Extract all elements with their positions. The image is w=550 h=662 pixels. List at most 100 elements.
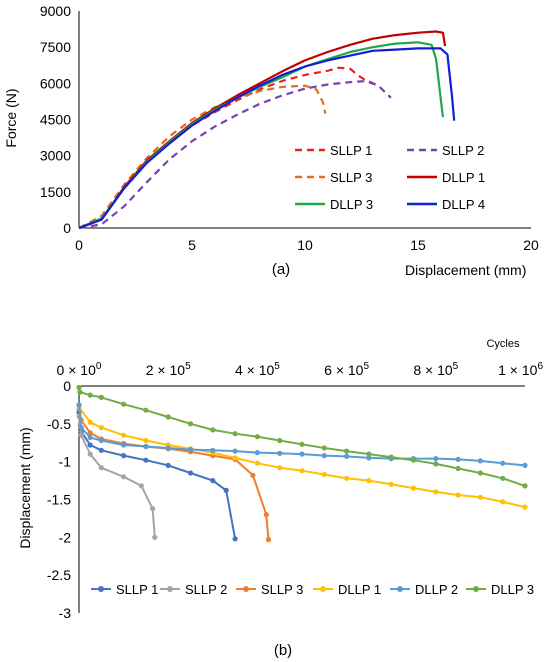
- chart-b-series-dllp-1: [76, 404, 528, 510]
- chart-b-data-point: [299, 441, 305, 447]
- chart-b-legend-item-sllp-1: SLLP 1: [91, 582, 158, 597]
- chart-b-x-tick-label: 2 × 105: [146, 361, 191, 378]
- chart-b-legend-label: SLLP 2: [185, 582, 227, 597]
- chart-b-legend-item-sllp-3: SLLP 3: [236, 582, 303, 597]
- chart-b-legend-label: SLLP 3: [261, 582, 303, 597]
- chart-b-x-tick-label: 0 × 100: [57, 361, 102, 378]
- chart-b-data-point: [522, 462, 528, 468]
- chart-b-data-point: [277, 437, 283, 444]
- chart-b-x-axis-label: Cycles: [486, 338, 520, 350]
- chart-a-x-tick-label: 0: [75, 237, 83, 253]
- chart-b-data-point: [187, 421, 194, 427]
- chart-b-legend-label: SLLP 1: [116, 582, 158, 597]
- chart-b-data-point: [210, 478, 216, 484]
- chart-b-x-tick-label: 8 × 105: [413, 361, 458, 378]
- chart-b-data-point: [321, 445, 327, 451]
- chart-b-data-point: [98, 447, 104, 453]
- chart-b-data-point: [277, 465, 283, 471]
- chart-b-data-point: [477, 494, 483, 500]
- chart-b-data-point: [121, 442, 127, 448]
- chart-a-series-dllp-4: [78, 47, 456, 230]
- chart-b-data-point: [522, 483, 528, 489]
- chart-a-legend-item-dllp-4: DLLP 4: [407, 197, 485, 212]
- chart-b-data-point: [87, 434, 93, 441]
- chart-b-data-point: [455, 465, 461, 472]
- chart-b-data-point: [433, 456, 439, 462]
- chart-b-data-point: [410, 457, 417, 463]
- chart-b-data-point: [388, 454, 394, 460]
- chart-a-plot-area: [78, 11, 531, 230]
- chart-a-series-sllp-2: [78, 79, 392, 230]
- chart-a-legend-item-sllp-3: SLLP 3: [295, 170, 372, 185]
- chart-b-data-point: [232, 455, 238, 461]
- chart-a-legend-item-dllp-1: DLLP 1: [407, 170, 485, 185]
- chart-b-data-point: [76, 402, 82, 408]
- chart-a-x-tick-label: 20: [523, 237, 539, 253]
- chart-a-legend-label: DLLP 4: [442, 197, 485, 212]
- chart-b-data-point: [143, 407, 149, 413]
- chart-b-legend-marker: [243, 586, 249, 592]
- chart-b-data-point: [121, 474, 127, 480]
- chart-b-data-point: [187, 470, 194, 476]
- chart-b-data-point: [150, 506, 156, 512]
- chart-b-y-tick-label: -1.5: [47, 492, 71, 508]
- chart-b-series-line: [78, 408, 270, 540]
- chart-a-y-tick-label: 9000: [40, 3, 71, 19]
- chart-b-data-point: [210, 427, 216, 433]
- chart-a-y-tick-label: 3000: [40, 148, 71, 164]
- chart-b-data-point: [254, 460, 260, 466]
- chart-b-data-point: [98, 425, 104, 431]
- chart-b-data-point: [277, 450, 283, 456]
- chart-b-legend-item-dllp-2: DLLP 2: [390, 582, 458, 597]
- chart-b-data-point: [232, 536, 238, 542]
- chart-b-series-sllp-3: [76, 406, 272, 543]
- chart-a-x-axis-label: Displacement (mm): [405, 262, 526, 278]
- chart-b-data-point: [121, 401, 127, 407]
- chart-b-y-tick-label: -2: [59, 529, 72, 545]
- chart-a-legend-label: SLLP 2: [442, 143, 484, 158]
- chart-b-data-point: [87, 392, 93, 398]
- chart-b-data-point: [232, 448, 238, 454]
- chart-b-legend-marker: [320, 586, 326, 592]
- chart-b-data-point: [165, 445, 171, 451]
- chart-b-legend-marker: [473, 586, 479, 592]
- chart-b-legend-item-sllp-2: SLLP 2: [160, 582, 227, 597]
- chart-b-data-point: [77, 389, 83, 395]
- chart-a-y-tick-label: 1500: [40, 184, 71, 200]
- chart-b-legend-marker: [397, 586, 403, 592]
- chart-b-data-point: [143, 457, 149, 463]
- chart-a-legend-item-dllp-3: DLLP 3: [295, 197, 373, 212]
- chart-b-series-dllp-2: [76, 402, 528, 468]
- chart-b-data-point: [232, 431, 238, 437]
- chart-b-plot-area: [76, 384, 528, 613]
- chart-b-data-point: [366, 451, 372, 457]
- chart-b-legend: SLLP 1 SLLP 2 SLLP 3 DLLP 1 DLLP 2 DLLP 3: [91, 582, 534, 597]
- chart-a-y-tick-label: 0: [63, 220, 71, 236]
- chart-b-data-point: [477, 458, 483, 464]
- chart-b-data-point: [87, 442, 93, 448]
- chart-b-series-line: [78, 416, 156, 538]
- chart-b-data-point: [98, 465, 104, 471]
- chart-a-y-tick-label: 6000: [40, 75, 71, 91]
- chart-b-data-point: [344, 453, 350, 459]
- chart-b-data-point: [366, 478, 372, 484]
- chart-b-data-point: [78, 432, 84, 438]
- chart-b-y-tick-label: -2.5: [47, 567, 71, 583]
- chart-a-x-tick-label: 10: [297, 237, 313, 253]
- chart-a-legend-item-sllp-2: SLLP 2: [407, 143, 484, 158]
- chart-b-data-point: [250, 472, 256, 478]
- chart-b-legend-label: DLLP 1: [338, 582, 381, 597]
- chart-b-data-point: [187, 447, 194, 453]
- chart-b-y-tick-label: -0.5: [47, 416, 71, 432]
- chart-b-data-point: [500, 460, 506, 466]
- chart-b-data-point: [87, 430, 93, 436]
- chart-b-data-point: [263, 511, 269, 518]
- chart-a-y-tick-label: 4500: [40, 112, 71, 128]
- chart-a-caption: (a): [272, 261, 290, 278]
- chart-b-x-tick-label: 6 × 105: [324, 361, 369, 378]
- chart-b-data-point: [78, 425, 84, 431]
- chart-b-x-tick-label: 4 × 105: [235, 361, 280, 378]
- chart-b-caption: (b): [274, 642, 292, 659]
- chart-b-data-point: [143, 437, 149, 444]
- chart-b-data-point: [98, 437, 104, 444]
